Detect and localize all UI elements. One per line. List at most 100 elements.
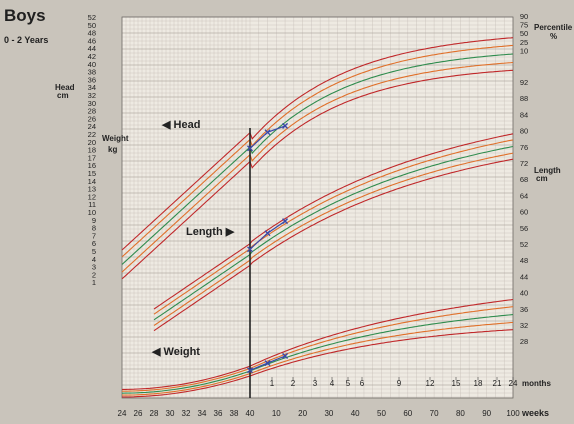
left-tick-label: 48	[88, 29, 96, 38]
right-tick-label: 32	[520, 321, 528, 330]
grid-minor	[121, 16, 514, 398]
weight-p25-curve	[122, 321, 514, 396]
left-tick-label: 4	[92, 255, 96, 264]
x-tick-label: 90	[482, 409, 491, 418]
right-tick-label: 36	[520, 305, 528, 314]
x-tick-label: 34	[198, 409, 207, 418]
x-tick-label: 80	[456, 409, 465, 418]
annotation-length: Length ▶	[186, 226, 235, 238]
head-p75-curve	[121, 44, 514, 258]
right-tick-label: 40	[520, 289, 528, 298]
left-tick-label: 6	[92, 239, 96, 248]
left-tick-label: 12	[88, 192, 96, 201]
month-tick-label: 21	[493, 379, 502, 388]
measurement-point	[264, 360, 271, 367]
measurement-point	[247, 367, 253, 374]
weight-p75-curve	[122, 306, 514, 392]
measurement-point	[282, 218, 289, 225]
left-tick-label: 3	[92, 263, 96, 272]
chart-subtitle: 0 - 2 Years	[4, 35, 49, 45]
left-tick-label: 1	[92, 278, 96, 287]
left-tick-label: 20	[88, 138, 96, 147]
x-tick-label: 26	[134, 409, 143, 418]
right-tick-label: 92	[520, 78, 528, 87]
left-tick-label: 40	[88, 60, 96, 69]
left-tick-label: 18	[88, 146, 96, 155]
x-tick-label: 100	[506, 409, 520, 418]
x-tick-label: 30	[324, 409, 333, 418]
percentile-label: 90	[520, 12, 528, 21]
right-tick-label: 84	[520, 110, 528, 119]
month-tick-label: 4	[330, 379, 335, 388]
x-tick-label: 10	[272, 409, 281, 418]
x-tick-label: 28	[150, 409, 159, 418]
left-tick-label: 5	[92, 247, 96, 256]
left-tick-label: 11	[88, 200, 96, 209]
month-tick-label: 18	[474, 379, 483, 388]
left-tick-label: 10	[88, 208, 96, 217]
left-tick-label: 42	[88, 52, 96, 61]
head-p10-curve	[121, 69, 514, 280]
left-tick-label: 15	[88, 169, 96, 178]
head-p50-curve	[121, 53, 514, 265]
month-tick-label: 3	[313, 379, 318, 388]
left-tick-label: 8	[92, 224, 96, 233]
weight-p50-curve	[121, 314, 514, 394]
left-tick-label: 7	[92, 231, 96, 240]
right-tick-label: 28	[520, 337, 528, 346]
month-tick-label: 1	[270, 379, 275, 388]
length-axis-unit: cm	[536, 174, 548, 183]
length-axis-label: Length	[534, 166, 561, 175]
measurement-point	[264, 230, 271, 237]
weight-axis-label: Weight	[102, 134, 129, 143]
weight-p90-curve	[122, 298, 514, 390]
month-tick-label: 5	[346, 379, 351, 388]
grid-major	[121, 16, 514, 399]
left-tick-label: 17	[88, 153, 96, 162]
head-p25-curve	[121, 61, 514, 273]
right-tick-label: 88	[520, 94, 528, 103]
plot-frame	[121, 16, 514, 399]
x-tick-label: 60	[403, 409, 412, 418]
months-axis-label: months	[522, 379, 551, 388]
month-tick-label: 15	[452, 379, 461, 388]
x-tick-label: 24	[118, 409, 127, 418]
right-tick-label: 56	[520, 224, 528, 233]
month-tick-label: 12	[426, 379, 435, 388]
left-tick-label: 26	[88, 114, 96, 123]
left-tick-label: 13	[88, 185, 96, 194]
month-tick-label: 9	[397, 379, 402, 388]
x-axis-label: weeks	[521, 408, 549, 418]
measurement-points	[247, 122, 289, 374]
x-tick-label: 70	[430, 409, 439, 418]
right-tick-label: 52	[520, 240, 528, 249]
left-tick-label: 22	[88, 130, 96, 139]
left-tick-label: 50	[88, 21, 96, 30]
percentile-label: 10	[520, 46, 528, 55]
x-tick-label: 50	[377, 409, 386, 418]
left-tick-label: 34	[88, 83, 96, 92]
left-tick-label: 52	[88, 13, 96, 22]
left-tick-label: 38	[88, 68, 96, 77]
left-tick-label: 2	[92, 270, 96, 279]
right-tick-label: 72	[520, 159, 528, 168]
month-tick-label: 2	[291, 379, 296, 388]
weight-axis-unit: kg	[108, 145, 117, 154]
head-p90-curve	[121, 37, 514, 251]
right-tick-label: 76	[520, 143, 528, 152]
left-tick-label: 16	[88, 161, 96, 170]
left-tick-label: 36	[88, 75, 96, 84]
axis-labels: 5250484644424038363432302826242220181716…	[88, 12, 529, 418]
percentile-unit: %	[550, 32, 557, 41]
month-tick-label: 24	[509, 379, 518, 388]
left-tick-label: 14	[88, 177, 96, 186]
x-tick-label: 20	[298, 409, 307, 418]
left-tick-label: 28	[88, 107, 96, 116]
right-tick-label: 48	[520, 256, 528, 265]
measurement-point	[247, 246, 253, 253]
measurement-point	[282, 353, 289, 360]
left-tick-label: 32	[88, 91, 96, 100]
x-tick-label: 36	[214, 409, 223, 418]
left-tick-label: 44	[88, 44, 96, 53]
right-tick-label: 68	[520, 175, 528, 184]
